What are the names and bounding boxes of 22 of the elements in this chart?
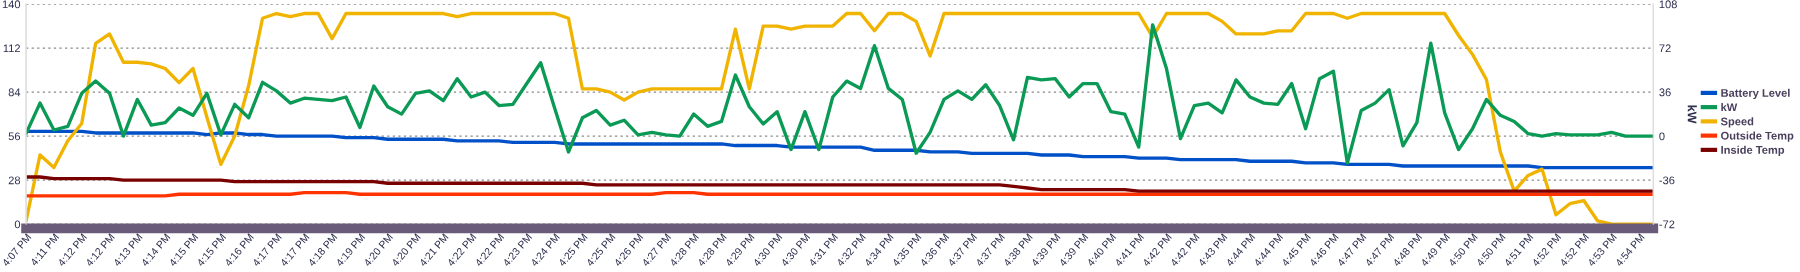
legend-label: Outside Temp bbox=[1721, 131, 1794, 142]
y2-tick-label: -36 bbox=[1659, 176, 1675, 185]
line-series bbox=[26, 23, 1654, 165]
y2-tick-label: 0 bbox=[1659, 132, 1665, 141]
legend-label: kW bbox=[1721, 102, 1738, 112]
y2-tick-label: 72 bbox=[1659, 44, 1671, 53]
legend-label: Speed bbox=[1720, 117, 1754, 128]
y-tick-label: 0 bbox=[14, 220, 21, 229]
y2-tick-label: 108 bbox=[1659, 0, 1677, 9]
line-series bbox=[26, 175, 1654, 193]
legend-label: Battery Level bbox=[1721, 88, 1790, 100]
y2-axis-title: kW bbox=[1687, 105, 1697, 124]
line-series bbox=[26, 129, 1654, 170]
y-tick-label: 56 bbox=[8, 132, 21, 141]
y-tick-label: 28 bbox=[8, 176, 21, 185]
y2-tick-label: 36 bbox=[1659, 88, 1671, 97]
y-tick-label: 112 bbox=[3, 44, 20, 53]
y2-tick-label: -72 bbox=[1659, 220, 1675, 229]
y-tick-label: 140 bbox=[2, 0, 21, 9]
y-tick-label: 84 bbox=[8, 88, 21, 97]
legend-label: Inside Temp bbox=[1721, 145, 1785, 157]
line-series bbox=[26, 11, 1654, 225]
